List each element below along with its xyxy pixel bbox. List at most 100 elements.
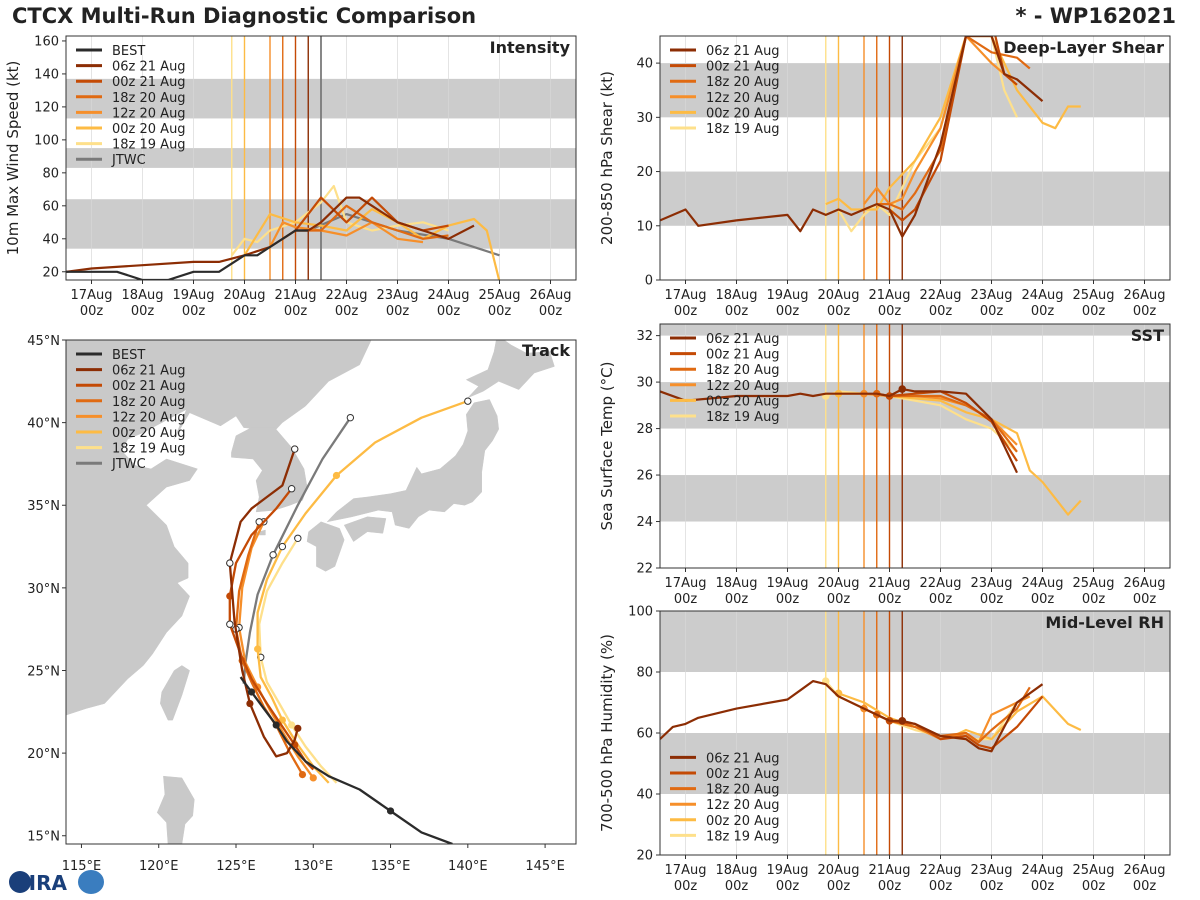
x-tick-label: 00z: [437, 304, 461, 319]
y-tick-label: 160: [34, 34, 59, 49]
y-tick-label: 28: [636, 422, 653, 437]
x-tick-label: 24Aug: [1022, 288, 1064, 303]
x-tick-label: 00z: [725, 304, 749, 319]
legend-entry: 06z 21 Aug: [706, 751, 780, 766]
storm-id: * - WP162021: [1015, 4, 1176, 28]
x-tick-label: 00z: [776, 304, 800, 319]
track-open-marker: [291, 445, 299, 453]
intensity-panel: [62, 35, 577, 284]
legend-entry: 18z 20 Aug: [706, 363, 780, 378]
x-tick-label: 24Aug: [428, 288, 470, 303]
legend-entry: 00z 20 Aug: [706, 106, 780, 121]
track-position-marker: [309, 774, 317, 782]
x-tick-label: 19Aug: [767, 576, 809, 591]
legend-entry: 00z 20 Aug: [706, 814, 780, 829]
track-position-marker: [298, 770, 307, 779]
x-tick-label: 00z: [980, 304, 1004, 319]
legend-entry: 00z 20 Aug: [706, 394, 780, 409]
x-tick-label: 00z: [1133, 592, 1157, 607]
track-open-marker: [464, 397, 472, 405]
track-line-r18z19: [258, 537, 338, 784]
y-tick-label: 60: [636, 727, 653, 742]
x-tick-label: 00z: [80, 304, 104, 319]
luzon: [156, 775, 195, 844]
track-open-marker: [294, 534, 302, 542]
honshu: [326, 399, 499, 529]
lon-tick-label: 125°E: [216, 859, 256, 874]
x-tick-label: 24Aug: [1022, 863, 1064, 878]
x-tick-label: 26Aug: [1124, 288, 1166, 303]
y-tick-label: 32: [636, 329, 653, 344]
x-tick-label: 17Aug: [665, 863, 707, 878]
x-tick-label: 22Aug: [920, 288, 962, 303]
lat-tick-label: 35°N: [27, 499, 60, 514]
x-tick-label: 25Aug: [1073, 863, 1115, 878]
taiwan: [160, 665, 190, 721]
sst-frame: [659, 323, 1171, 569]
y-tick-label: 30: [636, 376, 653, 391]
legend-entry: BEST: [112, 44, 145, 59]
legend-entry: 18z 20 Aug: [706, 75, 780, 90]
sst-panel: [656, 323, 1171, 572]
track-position-marker: [386, 807, 395, 815]
legend-entry: 12z 20 Aug: [112, 106, 186, 121]
x-tick-label: 00z: [827, 592, 851, 607]
track-line-r06z21: [228, 448, 299, 758]
track-position-marker: [272, 721, 280, 729]
track-open-marker: [269, 551, 277, 559]
x-tick-label: 00z: [827, 879, 851, 894]
x-tick-label: 25Aug: [479, 288, 521, 303]
figure-title: CTCX Multi-Run Diagnostic Comparison: [12, 4, 477, 28]
x-tick-label: 00z: [539, 304, 563, 319]
x-tick-label: 00z: [878, 304, 902, 319]
y-tick-label: 0: [645, 274, 653, 289]
lon-tick-label: 120°E: [139, 859, 179, 874]
shear-plot-area: [660, 36, 1170, 280]
legend-entry: 18z 20 Aug: [112, 91, 186, 106]
lat-tick-label: 25°N: [27, 664, 60, 679]
x-tick-label: 17Aug: [665, 288, 707, 303]
track-open-marker: [346, 413, 355, 422]
legend-entry: 06z 21 Aug: [706, 332, 780, 347]
series-line-r06z21: [660, 388, 1018, 474]
track-position-marker: [332, 471, 341, 480]
legend-entry: 00z 21 Aug: [706, 60, 780, 75]
rh-panel: [656, 610, 1171, 859]
series-line-r12z20: [269, 221, 424, 248]
legend-entry: 18z 19 Aug: [706, 122, 780, 137]
globe-icon: [9, 871, 31, 893]
shaded-band: [660, 324, 1170, 336]
sst-title: SST: [1131, 326, 1164, 345]
intensity-plot-area: [66, 36, 576, 280]
x-tick-label: 19Aug: [767, 863, 809, 878]
x-tick-label: 19Aug: [767, 288, 809, 303]
track-position-marker: [294, 724, 302, 732]
track-map-area: [66, 340, 576, 844]
track-line-r00z20: [256, 400, 469, 784]
legend-entry: 00z 20 Aug: [112, 122, 186, 137]
x-tick-label: 26Aug: [1124, 576, 1166, 591]
x-tick-label: 00z: [1031, 879, 1055, 894]
x-tick-label: 23Aug: [971, 863, 1013, 878]
x-tick-label: 00z: [674, 304, 698, 319]
legend-entry: 06z 21 Aug: [706, 44, 780, 59]
x-tick-label: 00z: [488, 304, 512, 319]
series-line-r12z20: [863, 36, 1018, 206]
x-tick-label: 00z: [827, 304, 851, 319]
lat-tick-label: 15°N: [27, 830, 60, 845]
legend-entry: 00z 21 Aug: [706, 348, 780, 363]
x-tick-label: 00z: [386, 304, 410, 319]
x-tick-label: 17Aug: [71, 288, 113, 303]
x-tick-label: 00z: [776, 879, 800, 894]
rh-title: Mid-Level RH: [1045, 613, 1164, 632]
sst-plot-area: [660, 324, 1170, 568]
x-tick-label: 00z: [929, 304, 953, 319]
legend-entry: 18z 20 Aug: [112, 395, 186, 410]
legend-entry: 06z 21 Aug: [112, 60, 186, 75]
track-position-marker: [246, 699, 254, 708]
x-tick-label: 00z: [182, 304, 206, 319]
legend-entry: 18z 19 Aug: [112, 138, 186, 153]
track-frame: [65, 339, 577, 845]
